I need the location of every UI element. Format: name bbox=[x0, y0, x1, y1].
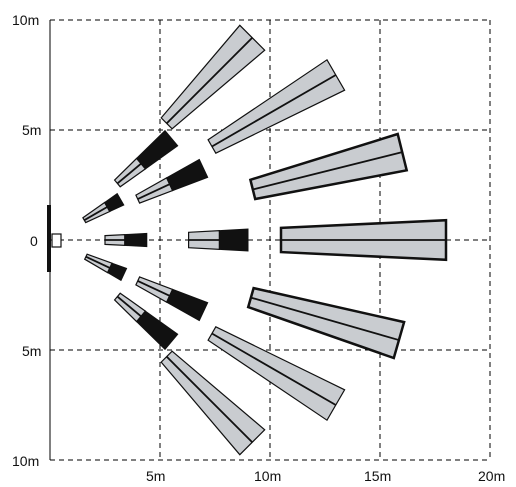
mid-range-zone-3-dark bbox=[218, 228, 249, 252]
wall-mount-bar bbox=[47, 205, 51, 272]
long-range-zone-1-centerline bbox=[166, 37, 253, 124]
x-label-5: 5m bbox=[146, 468, 165, 484]
mid-range-zone-5-centerline bbox=[116, 295, 142, 318]
x-label-15: 15m bbox=[364, 468, 391, 484]
sensor-device bbox=[47, 205, 62, 272]
y-label-top: 10m bbox=[12, 12, 39, 28]
mid-range-zone-5-dark bbox=[135, 310, 179, 351]
y-label-upper: 5m bbox=[22, 122, 41, 138]
mid-range-zone-2-dark bbox=[165, 158, 209, 192]
detection-zones bbox=[82, 24, 448, 456]
long-range-zone-3 bbox=[248, 132, 409, 201]
y-label-lower: 5m bbox=[22, 343, 41, 359]
long-range-zone-5 bbox=[246, 286, 406, 360]
x-label-10: 10m bbox=[254, 468, 281, 484]
short-range-zone-1-centerline bbox=[83, 206, 108, 221]
long-range-zone-7-centerline bbox=[166, 356, 253, 443]
mid-range-zone-1-dark bbox=[135, 129, 179, 170]
long-range-zone-6-centerline bbox=[211, 332, 337, 406]
y-label-center: 0 bbox=[30, 233, 38, 249]
short-range-zone-3-centerline bbox=[85, 255, 111, 269]
mid-range-zone-2-centerline bbox=[137, 183, 171, 200]
sensor-lens bbox=[51, 233, 62, 248]
short-range-zone-3-dark bbox=[106, 262, 128, 282]
short-range-zone-2-dark bbox=[124, 232, 148, 248]
y-label-bottom: 10m bbox=[12, 453, 39, 469]
long-range-zone-5-centerline bbox=[250, 296, 400, 341]
mid-range-zone-1-centerline bbox=[116, 162, 142, 185]
long-range-zone-3-centerline bbox=[252, 151, 403, 191]
axis-labels: 10m 5m 0 5m 10m 5m 10m 15m 20m bbox=[12, 12, 505, 484]
long-range-zone-2-centerline bbox=[211, 74, 337, 148]
x-label-20: 20m bbox=[478, 468, 505, 484]
mid-range-zone-4-centerline bbox=[137, 280, 171, 297]
mid-range-zone-4-dark bbox=[165, 288, 209, 322]
short-range-zone-1-dark bbox=[103, 192, 125, 213]
